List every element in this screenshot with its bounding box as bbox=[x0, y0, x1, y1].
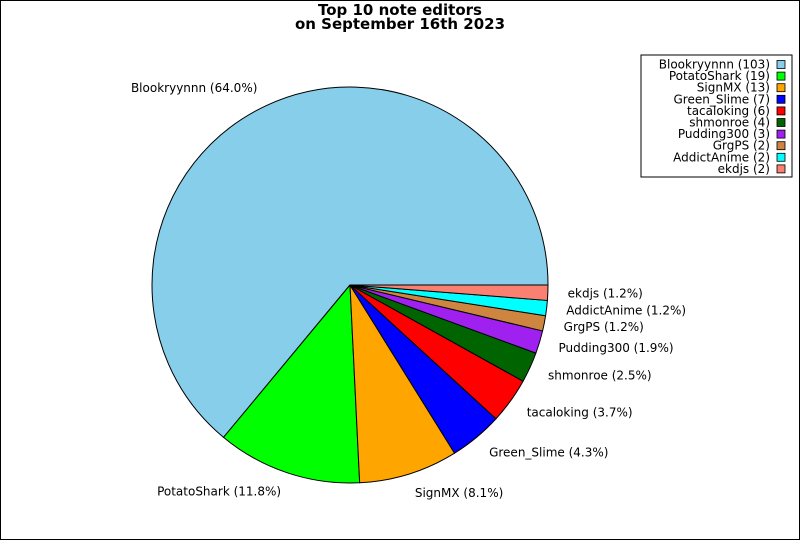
legend-swatch-tacaloking bbox=[776, 106, 786, 116]
legend-swatch-pudding300 bbox=[776, 129, 786, 139]
pie-slice-blookryynnn bbox=[151, 86, 549, 438]
pie-slice-ekdjs bbox=[349, 284, 549, 301]
legend-box bbox=[640, 54, 793, 178]
slice-label-signmx: SignMX (8.1%) bbox=[415, 486, 503, 500]
legend-label-potatoshark: PotatoShark (19) bbox=[669, 69, 770, 83]
slice-label-potatoshark: PotatoShark (11.8%) bbox=[157, 485, 281, 499]
chart-title-line-2: on September 16th 2023 bbox=[294, 15, 506, 33]
legend-swatch-shmonroe bbox=[776, 118, 786, 127]
legend-swatch-addictanime bbox=[776, 152, 786, 162]
slice-label-ekdjs: ekdjs (1.2%) bbox=[568, 286, 643, 300]
legend-swatch-potatoshark bbox=[776, 71, 786, 81]
legend-label-pudding300: Pudding300 (3) bbox=[678, 127, 770, 141]
legend-label-ekdjs: ekdjs (2) bbox=[718, 162, 770, 176]
legend-label-signmx: SignMX (13) bbox=[697, 81, 770, 95]
legend-label-green-slime: Green_Slime (7) bbox=[673, 92, 770, 106]
pie-slices bbox=[151, 86, 549, 484]
slice-label-green-slime: Green_Slime (4.3%) bbox=[489, 446, 608, 460]
legend-swatch-blookryynnn bbox=[776, 60, 786, 69]
legend-swatch-signmx bbox=[776, 83, 786, 93]
pie-slice-potatoshark bbox=[223, 284, 361, 484]
legend-label-blookryynnn: Blookryynnn (103) bbox=[659, 58, 770, 72]
legend-swatch-ekdjs bbox=[776, 164, 786, 174]
legend-swatch-grgps bbox=[776, 141, 786, 151]
legend-label-shmonroe: shmonroe (4) bbox=[689, 116, 770, 130]
slice-label-grgps: GrgPS (1.2%) bbox=[564, 320, 644, 334]
slice-label-shmonroe: shmonroe (2.5%) bbox=[548, 369, 652, 383]
slice-label-addictanime: AddictAnime (1.2%) bbox=[566, 303, 686, 317]
legend-label-grgps: GrgPS (2) bbox=[713, 139, 770, 153]
pie-slice-signmx bbox=[349, 284, 456, 484]
chart-title-line-1: Top 10 note editors bbox=[317, 1, 482, 19]
slice-label-blookryynnn: Blookryynnn (64.0%) bbox=[131, 81, 257, 95]
pie-labels: Blookryynnn (64.0%) PotatoShark (11.8%) Si… bbox=[131, 81, 686, 500]
slice-label-tacaloking: tacaloking (3.7%) bbox=[527, 405, 633, 419]
legend-label-addictanime: AddictAnime (2) bbox=[673, 150, 770, 164]
slice-label-pudding300: Pudding300 (1.9%) bbox=[559, 341, 674, 355]
legend-label-tacaloking: tacaloking (6) bbox=[687, 104, 770, 118]
legend: Blookryynnn (103)PotatoShark (19)SignMX … bbox=[640, 54, 793, 178]
legend-swatch-green-slime bbox=[776, 94, 786, 104]
